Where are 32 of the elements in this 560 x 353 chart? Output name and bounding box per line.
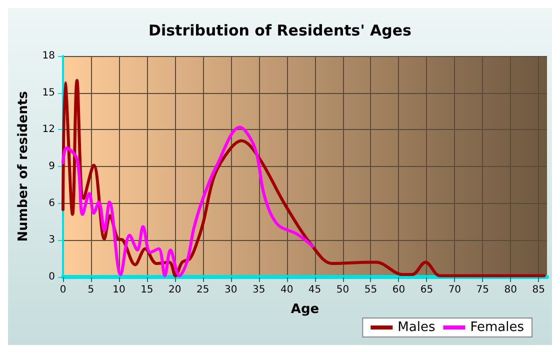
line-series	[62, 79, 546, 278]
x-tick-label: 45	[308, 284, 322, 296]
x-tick-label: 70	[448, 284, 462, 296]
x-tick-label: 10	[112, 284, 126, 296]
chart-title: Distribution of Residents' Ages	[148, 22, 412, 40]
x-tick-label: 15	[140, 284, 154, 296]
y-tick-label: 3	[48, 234, 55, 246]
y-tick-label: 6	[48, 198, 55, 209]
x-tick-label: 35	[252, 284, 266, 296]
y-tick-label: 12	[42, 124, 55, 136]
legend-label: Males	[398, 320, 436, 335]
y-tick-label: 18	[42, 50, 55, 62]
y-axis-title: Number of residents	[16, 90, 31, 242]
x-tick-label: 20	[168, 284, 182, 296]
x-tick-label: 30	[224, 284, 238, 296]
x-axis-title: Age	[290, 302, 320, 317]
x-tick-label: 25	[196, 284, 210, 296]
legend-label: Females	[470, 320, 524, 335]
x-tick-label: 50	[336, 284, 350, 296]
x-tick-label: 5	[88, 284, 94, 296]
y-tick-label: 0	[48, 272, 55, 282]
x-tick-label: 40	[280, 284, 294, 296]
y-tick-label: 15	[42, 87, 55, 98]
x-tick-label: 80	[504, 284, 517, 296]
y-tick-label: 9	[48, 161, 55, 172]
x-tick-label: 85	[532, 284, 545, 296]
x-tick-label: 55	[364, 284, 378, 296]
x-tick-label: 0	[60, 284, 66, 296]
x-tick-label: 60	[392, 284, 406, 296]
x-tick-label: 75	[476, 284, 490, 296]
x-tick-label: 65	[420, 284, 434, 296]
line-series	[62, 126, 314, 278]
